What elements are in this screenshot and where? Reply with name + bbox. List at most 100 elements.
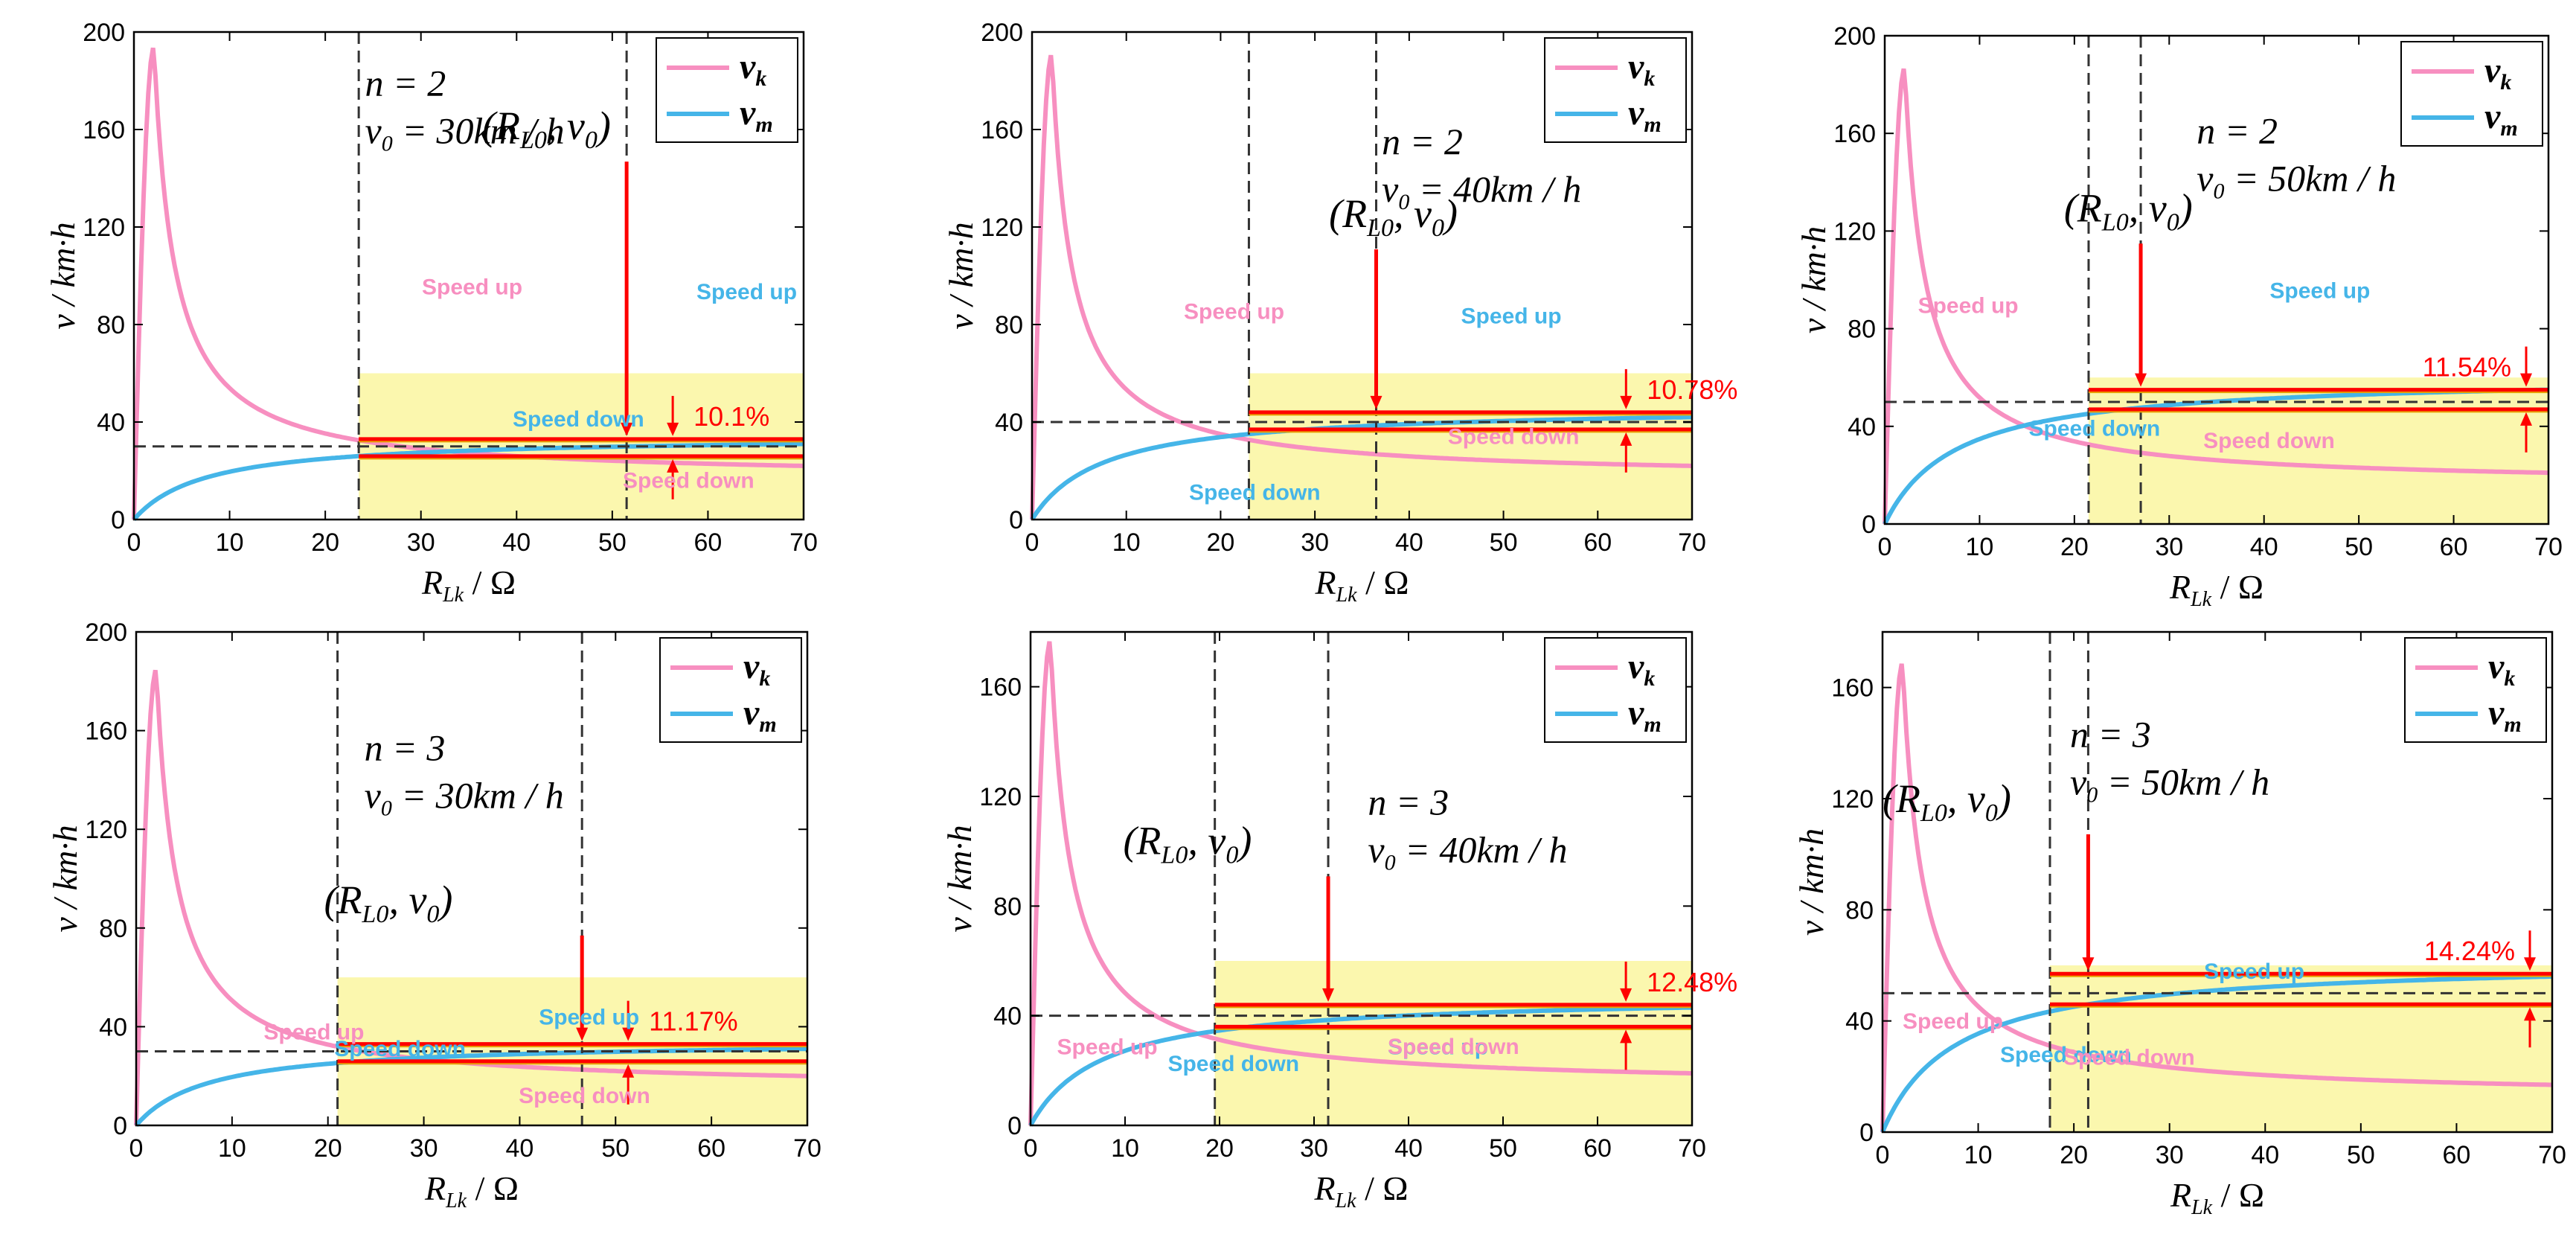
x-tick-label: 10	[1966, 533, 1994, 561]
x-tick-label: 50	[2345, 533, 2373, 561]
legend-vm-label: vm	[1628, 693, 1662, 737]
plot-frame	[1031, 31, 1694, 521]
percent-label: 10.1%	[693, 401, 769, 432]
speed-down-label-vk: Speed down	[1388, 1035, 1519, 1059]
y-tick-label: 0	[1862, 511, 1876, 539]
speed-down-label-vk: Speed down	[1448, 424, 1580, 449]
y-tick-label: 160	[1833, 120, 1876, 148]
y-tick-label: 120	[83, 214, 125, 242]
x-tick-label: 30	[1301, 528, 1329, 557]
x-tick-label: 50	[2347, 1141, 2375, 1169]
speed-down-label-vk: Speed down	[2063, 1045, 2195, 1070]
y-tick-label: 200	[85, 619, 127, 647]
speed-down-label-vk: Speed down	[623, 468, 754, 493]
plot-frame	[1029, 630, 1694, 1127]
speed-up-label-vm: Speed up	[1461, 304, 1562, 329]
legend-vm-label: vm	[1628, 93, 1662, 137]
x-tick-label: 30	[1300, 1134, 1328, 1163]
x-tick-label: 40	[2251, 1141, 2279, 1169]
speed-down-label-vk: Speed down	[2203, 429, 2335, 453]
x-tick-label: 40	[506, 1134, 534, 1163]
x-tick-label: 20	[311, 528, 339, 557]
x-tick-label: 0	[1024, 1134, 1038, 1163]
pct-arrow-up-head	[667, 458, 679, 473]
x-tick-label: 60	[2443, 1141, 2471, 1169]
plot-frame	[1883, 34, 2550, 525]
legend-vk-label: vk	[2488, 647, 2515, 691]
speed-up-label-vk: Speed up	[1184, 299, 1284, 324]
speed-up-label-vk: Speed up	[1918, 294, 2019, 319]
pct-arrow-down-head	[667, 422, 679, 436]
pct-arrow-up-head	[1620, 432, 1633, 446]
y-tick-label: 200	[83, 19, 125, 47]
x-tick-label: 0	[1878, 533, 1892, 561]
series-vk	[1883, 68, 2548, 525]
point-arrow-head	[621, 422, 633, 436]
y-tick-label: 80	[993, 892, 1022, 921]
legend-vm-label: vm	[2488, 693, 2522, 737]
x-tick-label: 70	[793, 1134, 821, 1163]
plot-frame	[135, 630, 809, 1127]
y-axis-label: v / km·h	[942, 222, 980, 329]
x-tick-label: 20	[2060, 1141, 2088, 1169]
panel-3: 0 10 20 30 40 50 60 70 0 40 80 120 160 200 v / km·h RLk…	[1795, 22, 2563, 611]
y-tick-label: 120	[979, 783, 1022, 811]
x-tick-label: 60	[697, 1134, 725, 1163]
point-label: (RL0, v0)	[1883, 776, 2011, 827]
y-axis-label: v / km·h	[1792, 828, 1830, 936]
legend-vk-label: vk	[743, 647, 770, 691]
y-tick-label: 80	[99, 915, 127, 943]
x-tick-label: 70	[789, 528, 818, 557]
x-tick-label: 20	[314, 1134, 342, 1163]
y-axis-label: v / km·h	[1795, 226, 1833, 333]
percent-label: 10.78%	[1647, 374, 1737, 405]
speed-up-label-vm: Speed up	[696, 280, 797, 304]
pct-arrow-down-head	[2524, 957, 2536, 971]
x-tick-label: 60	[1583, 528, 1612, 557]
point-arrow-head	[576, 1027, 589, 1041]
x-tick-label: 20	[1205, 1134, 1234, 1163]
x-tick-label: 0	[1025, 528, 1039, 557]
n-label: n = 3	[1368, 781, 1449, 822]
percent-label: 11.17%	[649, 1006, 737, 1037]
pct-arrow-up-head	[622, 1064, 635, 1078]
speed-down-label-vm: Speed down	[1189, 480, 1321, 505]
y-tick-label: 40	[1845, 1008, 1874, 1036]
point-label: (RL0, v0)	[482, 103, 611, 154]
legend-box	[1544, 37, 1687, 143]
y-tick-label: 0	[1007, 1112, 1022, 1140]
x-tick-label: 70	[2534, 533, 2563, 561]
series-vm	[1028, 1005, 1693, 1127]
panel-5: 0 10 20 30 40 50 60 70 0 40 80 120 160 v / km·h RLk / …	[941, 630, 1737, 1212]
x-tick-label: 20	[1207, 528, 1235, 557]
speed-down-label-vm: Speed down	[2029, 417, 2161, 441]
y-tick-label: 0	[1859, 1119, 1874, 1147]
y-tick-label: 0	[1009, 506, 1023, 534]
n-label: n = 2	[1382, 121, 1463, 162]
x-tick-label: 40	[502, 528, 531, 557]
x-tick-label: 60	[2440, 533, 2468, 561]
panel-2: 0 10 20 30 40 50 60 70 0 40 80 120 160 200 v / km·h RLk…	[942, 19, 1737, 607]
x-axis-label: RLk / Ω	[424, 1169, 519, 1212]
percent-label: 12.48%	[1647, 967, 1737, 997]
y-tick-label: 120	[1831, 785, 1874, 814]
percent-label: 14.24%	[2424, 936, 2515, 966]
speed-down-label-vk: Speed down	[519, 1084, 650, 1108]
y-tick-label: 40	[993, 1003, 1022, 1031]
legend-vm-label: vm	[740, 93, 773, 137]
legend-vk-label: vk	[2484, 51, 2511, 95]
legend-vk-label: vk	[1628, 647, 1655, 691]
speed-up-label-vk: Speed up	[422, 275, 522, 300]
x-tick-label: 60	[694, 528, 723, 557]
panel-6: 0 10 20 30 40 50 60 70 0 40 80 120 160 v / km·h RLk / …	[1792, 630, 2566, 1219]
x-tick-label: 40	[1395, 528, 1423, 557]
x-tick-label: 40	[1394, 1134, 1423, 1163]
v0-label: v0 = 50km / h	[2197, 158, 2396, 204]
legend-box	[1544, 637, 1687, 743]
point-arrow-head	[1370, 395, 1382, 409]
x-tick-label: 50	[1489, 1134, 1517, 1163]
y-tick-label: 0	[113, 1112, 127, 1140]
point-label: (RL0, v0)	[1329, 191, 1458, 242]
point-label: (RL0, v0)	[1123, 818, 1252, 869]
